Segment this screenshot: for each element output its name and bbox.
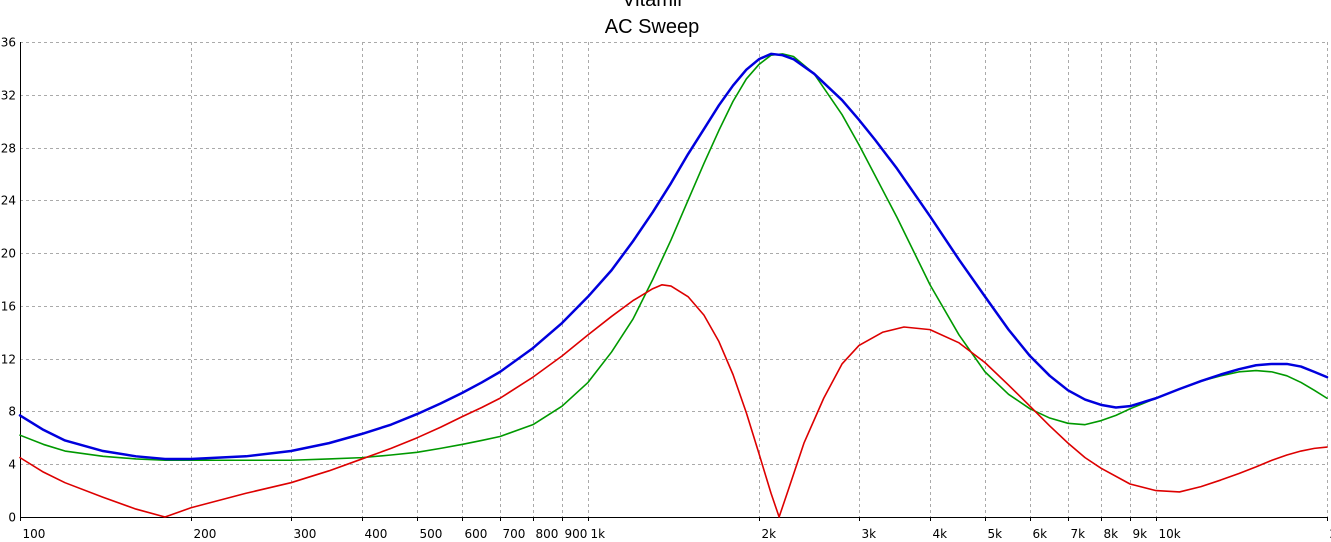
x-tick-label: 9k (1133, 527, 1148, 541)
axes (20, 42, 1328, 521)
y-tick-label: 36 (1, 36, 16, 50)
x-tick-label: 500 (420, 527, 443, 541)
x-tick-label: 5k (988, 527, 1003, 541)
y-tick-label: 20 (1, 247, 16, 261)
tick-labels: 100 200 300 400 500 600 700 800 900 1k 2k 3k 4k 5k 6k 7… (1, 36, 1331, 542)
x-tick-label: 7k (1071, 527, 1086, 541)
x-tick-label: 3k (862, 527, 877, 541)
x-tick-label: 100 (23, 527, 46, 541)
series-lines (18, 52, 1329, 518)
blue-series-line (18, 52, 1329, 461)
x-tick-label: 400 (365, 527, 388, 541)
x-tick-label: 6k (1033, 527, 1048, 541)
x-tick-label: 8k (1104, 527, 1119, 541)
x-tick-label: 900 (565, 527, 588, 541)
y-tick-label: 0 (8, 511, 16, 525)
x-tick-label: 4k (933, 527, 948, 541)
y-tick-label: 12 (1, 353, 16, 367)
y-tick-label: 28 (1, 142, 16, 156)
y-tick-label: 4 (8, 458, 16, 472)
y-tick-label: 16 (1, 300, 16, 314)
y-tick-label: 24 (1, 194, 16, 208)
chart-title: Vitamil (622, 0, 682, 11)
x-tick-label: 1k (591, 527, 606, 541)
x-tick-label: 800 (536, 527, 559, 541)
x-tick-label: 300 (294, 527, 317, 541)
x-tick-label: 200 (194, 527, 217, 541)
x-tick-label: 10k (1159, 527, 1181, 541)
y-tick-label: 32 (1, 89, 16, 103)
red-series-line (19, 283, 1328, 518)
x-tick-label: 600 (465, 527, 488, 541)
chart-subtitle: AC Sweep (605, 16, 700, 38)
x-tick-label: 2k (762, 527, 777, 541)
x-tick-label: 20k (1330, 527, 1331, 541)
x-tick-label: 700 (503, 527, 526, 541)
y-tick-label: 8 (8, 405, 16, 419)
